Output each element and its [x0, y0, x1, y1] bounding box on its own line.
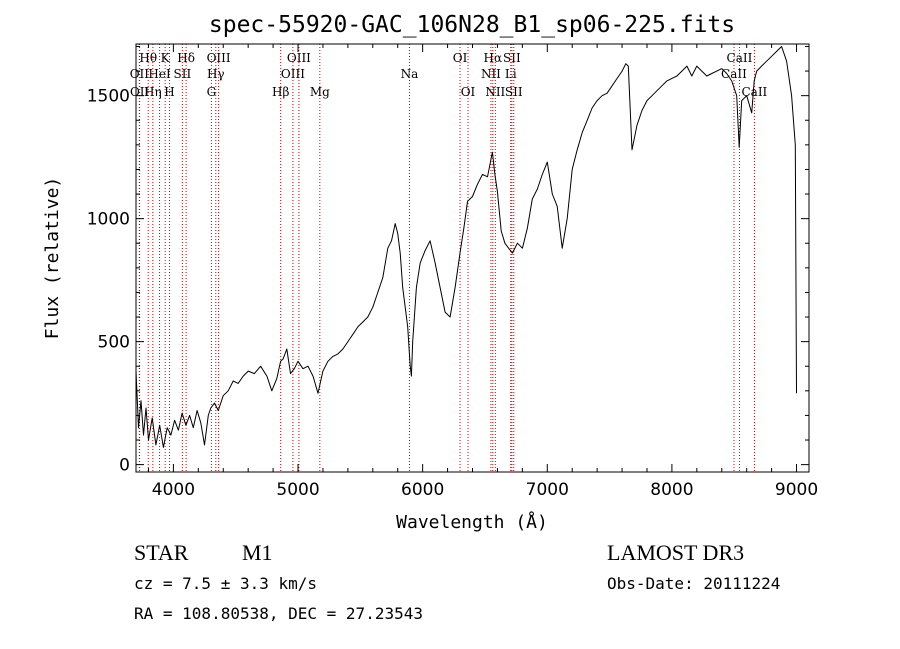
- x-tick-label: 6000: [401, 480, 444, 500]
- y-tick-label: 0: [119, 456, 130, 476]
- line-marker-label: NII: [481, 67, 501, 81]
- obs-date: Obs-Date: 20111224: [607, 574, 781, 593]
- y-axis-label: Flux (relative): [42, 177, 63, 340]
- line-marker-label: HeI: [148, 67, 171, 81]
- line-marker-label: CaII: [727, 51, 753, 65]
- series-line: [135, 46, 797, 448]
- line-marker-label: Hγ: [207, 67, 225, 81]
- line-marker-label: Hη: [144, 85, 162, 99]
- axis-ticks: 4000 5000 6000 7000 8000 9000 0 500 1000 1500: [87, 44, 818, 500]
- line-marker-label: CaII: [741, 85, 767, 99]
- x-tick-label: 5000: [276, 480, 319, 500]
- x-axis-label: Wavelength (Å): [396, 511, 548, 533]
- line-marker-label: OII: [130, 85, 150, 99]
- line-marker-label: OIII: [207, 51, 231, 65]
- line-marker-label: K: [161, 51, 171, 65]
- line-marker-label: SII: [505, 85, 523, 99]
- y-tick-label: 500: [98, 333, 130, 353]
- line-marker-label: OI: [461, 85, 476, 99]
- chart-title: spec-55920-GAC_106N28_B1_sp06-225.fits: [209, 12, 735, 38]
- y-tick-label: 1000: [87, 210, 130, 230]
- line-marker-label: Mg: [310, 85, 330, 99]
- object-class: STAR: [134, 540, 189, 565]
- x-tick-label: 7000: [526, 480, 569, 500]
- line-marker-label: SII: [503, 51, 521, 65]
- line-marker-label: SII: [174, 67, 192, 81]
- survey-name: LAMOST DR3: [607, 540, 745, 565]
- line-marker-label: CaII: [721, 67, 747, 81]
- coordinates: RA = 108.80538, DEC = 27.23543: [134, 604, 423, 623]
- line-marker-label: OIII: [287, 51, 311, 65]
- series-layer: [135, 46, 797, 448]
- line-marker-label: Li: [505, 67, 517, 81]
- object-subclass: M1: [242, 540, 273, 565]
- x-tick-label: 9000: [775, 480, 818, 500]
- line-marker-label: Na: [401, 67, 419, 81]
- line-marker-label: OI: [453, 51, 468, 65]
- redshift-cz: cz = 7.5 ± 3.3 km/s: [134, 574, 318, 593]
- line-marker-label: Hθ: [139, 51, 157, 65]
- x-tick-label: 4000: [152, 480, 195, 500]
- line-marker-label: OIII: [281, 67, 305, 81]
- y-tick-label: 1500: [87, 87, 130, 107]
- line-marker-label: Hα: [484, 51, 503, 65]
- x-tick-label: 8000: [650, 480, 693, 500]
- line-marker-label: H: [164, 85, 174, 99]
- line-marker-label: Hβ: [272, 85, 289, 99]
- line-marker-label: G: [207, 85, 217, 99]
- line-marker-label: NII: [485, 85, 505, 99]
- plot-frame: [135, 43, 810, 473]
- line-marker-label: Hδ: [177, 51, 195, 65]
